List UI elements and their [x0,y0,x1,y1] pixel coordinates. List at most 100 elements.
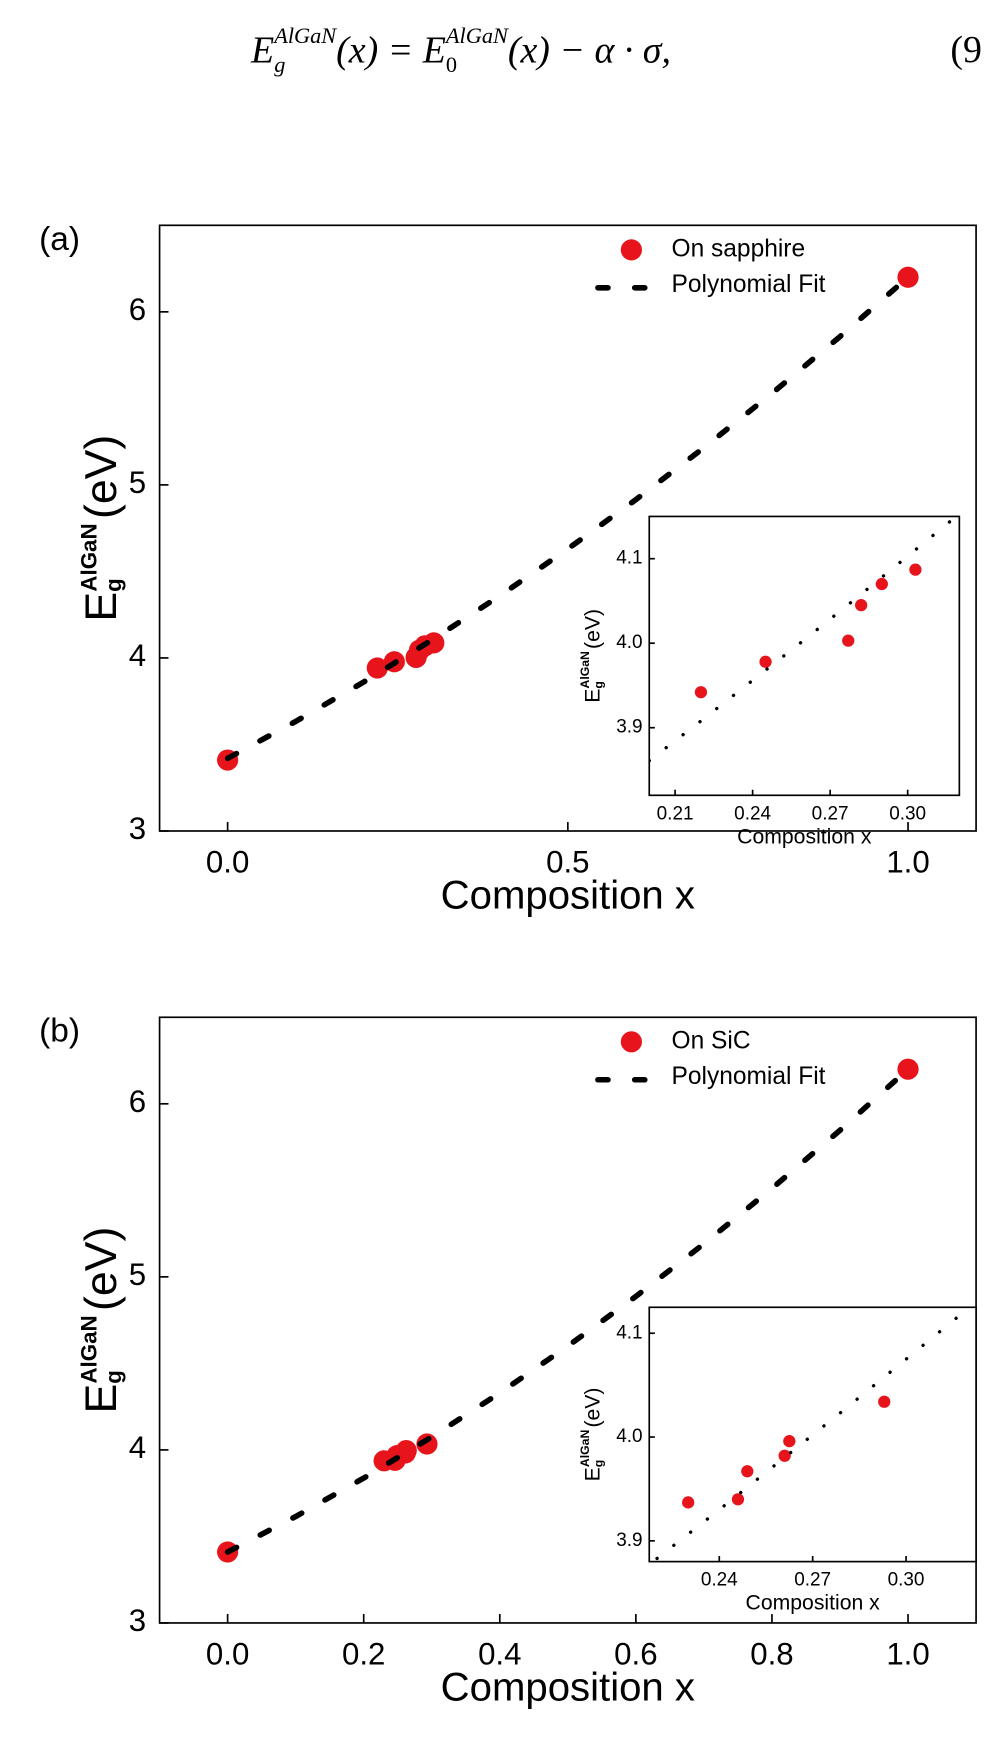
y-label-superscript: AlGaN [76,1315,101,1383]
y-label-superscript: AlGaN [578,651,592,689]
y-label-unit: (eV) [581,609,604,649]
x-axis-label: Composition x [441,873,695,918]
y-label-subscript: g [592,681,606,688]
plot-area [649,1307,977,1562]
y-tick-label: 3.9 [616,717,642,738]
panel-label: (b) [39,1013,80,1050]
data-point [694,686,708,699]
y-label-superscript: AlGaN [578,1430,592,1468]
series-group [217,1058,919,1563]
data-point [897,266,919,288]
data-point [423,632,445,654]
y-label-unit: (eV) [77,435,126,519]
equation-number: (9 [950,29,982,71]
y-label-unit: (eV) [77,1227,126,1311]
y-tick-label: 4.1 [616,548,642,569]
data-point [759,655,772,668]
eq-text: (x) = [336,29,423,71]
data-point [842,634,855,647]
y-axis-label: EgAlGaN (eV) [578,609,605,703]
x-tick-label: 0.27 [794,1570,831,1591]
x-tick-label: 1.0 [886,1637,929,1672]
y-label-symbol: E [581,1467,604,1481]
legend-label: On sapphire [672,235,806,262]
data-point [682,1496,695,1509]
x-tick-label: 0.4 [478,1637,521,1672]
x-tick-label: 0.21 [657,803,694,824]
x-tick-label: 0.27 [812,803,849,824]
eq-superscript: AlGaN [444,23,509,48]
data-point [909,563,922,576]
legend-label: Polynomial Fit [672,271,826,298]
eq-text: (x) − α · σ, [508,29,671,71]
x-tick-label: 0.30 [888,1570,925,1591]
y-label-symbol: E [77,592,126,622]
eq-subscript: g [274,52,285,77]
y-tick-label: 6 [129,292,146,327]
data-point [741,1465,754,1478]
x-tick-label: 0.2 [342,1637,385,1672]
x-axis-label: Composition x [746,1592,881,1615]
plot-area [649,516,960,796]
x-tick-label: 0.5 [546,845,589,880]
y-label-subscript: g [592,1460,606,1467]
legend-swatch [620,239,642,261]
y-tick-label: 6 [129,1084,146,1119]
data-point [875,577,888,591]
x-tick-label: 0.6 [614,1637,657,1672]
x-tick-label: 0.24 [701,1570,738,1591]
y-label-subscript: g [101,578,126,592]
x-tick-label: 0.30 [889,803,926,824]
x-tick-label: 1.0 [886,845,929,880]
data-point [416,1433,438,1455]
data-point [731,1493,745,1506]
legend-label: Polynomial Fit [672,1063,826,1090]
x-tick-label: 0.0 [206,1637,249,1672]
x-axis-label: Composition x [441,1664,695,1709]
x-tick-label: 0.8 [750,1637,793,1672]
y-tick-label: 3.9 [616,1530,642,1551]
y-axis-label: EgAlGaN (eV) [76,1227,126,1414]
y-tick-label: 3 [129,811,146,846]
y-label-subscript: g [101,1370,126,1384]
data-point [855,599,868,612]
y-tick-label: 5 [129,465,146,500]
eq-subscript: 0 [446,52,457,77]
series-group [649,516,959,763]
y-tick-label: 4.0 [616,632,642,653]
series-group [217,266,919,771]
panel-label: (a) [39,221,80,258]
data-point [783,1435,796,1448]
series-group [655,1307,970,1561]
y-label-unit: (eV) [581,1388,604,1428]
y-label-superscript: AlGaN [76,523,101,591]
frame [648,515,961,797]
y-tick-label: 4 [129,1430,146,1465]
data-point [366,657,388,679]
x-tick-label: 0.24 [734,803,771,824]
data-point [878,1395,891,1408]
y-label-symbol: E [77,1384,126,1414]
eq-superscript: AlGaN [272,23,337,48]
y-axis-label: EgAlGaN (eV) [578,1388,605,1482]
data-point [395,1440,417,1462]
data-point [897,1058,919,1080]
fit-line [649,516,959,763]
eq-symbol: E [250,29,274,71]
y-axis-label: EgAlGaN (eV) [76,435,126,622]
data-point [778,1449,791,1462]
eq-symbol: E [422,29,446,71]
legend: On sapphire Polynomial Fit [595,235,826,298]
y-tick-label: 3 [129,1603,146,1638]
legend: On SiC Polynomial Fit [595,1027,826,1090]
legend-label: On SiC [672,1027,751,1054]
equation: EgAlGaN(x) = E0AlGaN(x) − α · σ, [250,23,671,77]
inset: 0.24 0.27 0.30 3.9 4.0 4.1 Composition x EgAlGa… [578,1306,977,1615]
x-axis-label: Composition x [737,825,872,848]
frame [158,224,977,832]
y-label-symbol: E [581,689,604,703]
